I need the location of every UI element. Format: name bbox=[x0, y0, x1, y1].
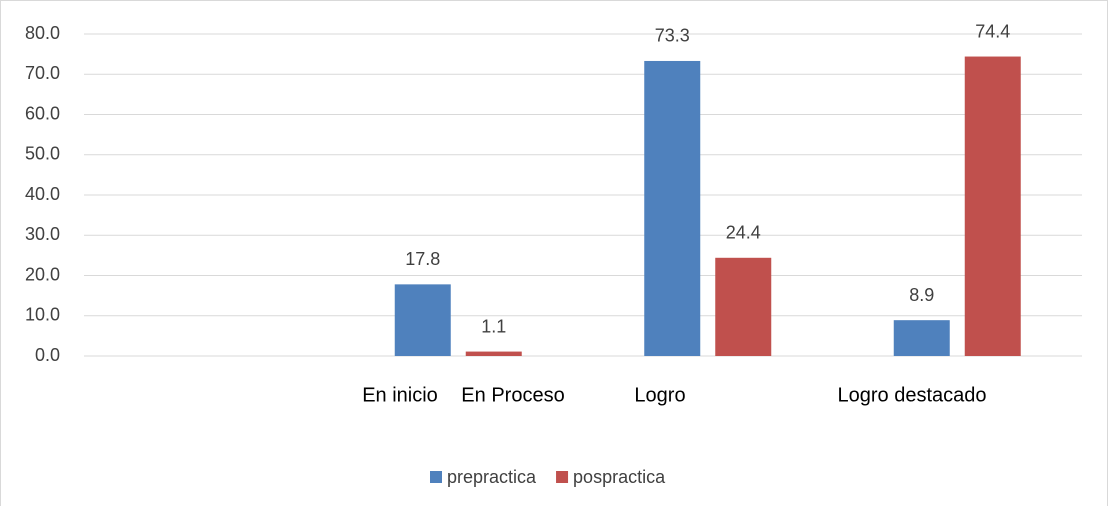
data-label: 1.1 bbox=[481, 316, 506, 336]
bar bbox=[964, 56, 1021, 356]
y-tick-label: 10.0 bbox=[25, 305, 60, 325]
x-tick-label: En Proceso bbox=[461, 384, 564, 406]
bar bbox=[715, 257, 772, 356]
data-label: 74.4 bbox=[975, 21, 1010, 41]
y-tick-label: 0.0 bbox=[35, 345, 60, 365]
bar bbox=[394, 284, 451, 356]
x-tick-label: En inicio bbox=[362, 384, 438, 406]
data-label: 24.4 bbox=[726, 223, 761, 243]
y-tick-label: 70.0 bbox=[25, 63, 60, 83]
y-tick-label: 40.0 bbox=[25, 184, 60, 204]
legend-label: pospractica bbox=[573, 467, 666, 487]
data-label: 8.9 bbox=[909, 285, 934, 305]
legend-swatch bbox=[430, 471, 442, 483]
bar bbox=[893, 320, 950, 356]
x-tick-label: Logro bbox=[634, 384, 685, 406]
legend-swatch bbox=[556, 471, 569, 483]
bar bbox=[465, 351, 522, 356]
y-tick-label: 30.0 bbox=[25, 224, 60, 244]
x-tick-label: Logro destacado bbox=[837, 384, 986, 406]
bar bbox=[644, 60, 701, 356]
y-tick-label: 50.0 bbox=[25, 144, 60, 164]
data-label: 73.3 bbox=[655, 26, 690, 46]
legend-label: prepractica bbox=[447, 467, 537, 487]
y-tick-label: 20.0 bbox=[25, 264, 60, 284]
y-tick-label: 80.0 bbox=[25, 23, 60, 43]
data-label: 17.8 bbox=[405, 249, 440, 269]
y-tick-label: 60.0 bbox=[25, 103, 60, 123]
